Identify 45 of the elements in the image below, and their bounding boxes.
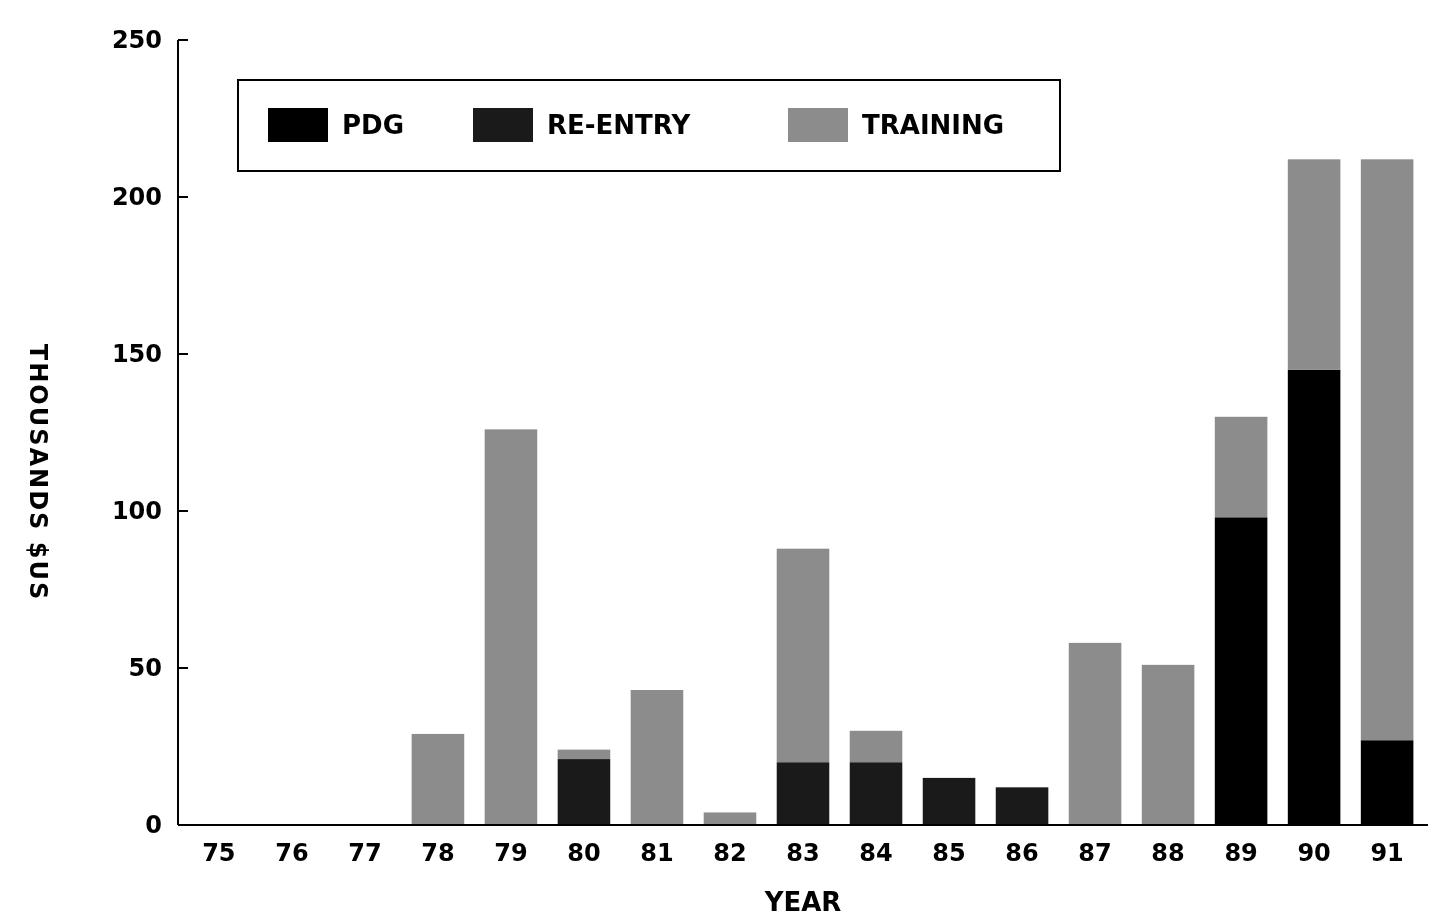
bar — [557, 749, 611, 760]
x-tick-label: 85 — [932, 839, 966, 867]
legend-label: PDG — [342, 110, 404, 140]
bar — [703, 812, 757, 825]
bar — [1068, 642, 1122, 825]
y-axis-title: THOUSANDS $US — [24, 343, 52, 602]
y-tick-label: 50 — [128, 654, 162, 682]
bar — [849, 730, 903, 763]
y-tick-label: 150 — [111, 340, 162, 368]
bar — [484, 429, 538, 825]
x-tick-label: 84 — [859, 839, 893, 867]
y-tick-label: 0 — [145, 811, 162, 839]
x-tick-label: 78 — [421, 839, 455, 867]
bar — [411, 733, 465, 825]
x-tick-label: 77 — [348, 839, 382, 867]
bar — [630, 689, 684, 825]
y-tick-label: 100 — [111, 497, 162, 525]
x-tick-label: 80 — [567, 839, 601, 867]
x-axis-title: YEAR — [763, 887, 842, 917]
x-tick-label: 88 — [1151, 839, 1185, 867]
x-tick-label: 89 — [1224, 839, 1258, 867]
x-tick-label: 90 — [1297, 839, 1331, 867]
x-tick-label: 83 — [786, 839, 820, 867]
bar — [1214, 416, 1268, 518]
y-tick-label: 250 — [111, 26, 162, 54]
legend-label: TRAINING — [862, 110, 1005, 140]
x-tick-label: 86 — [1005, 839, 1039, 867]
bar — [557, 759, 611, 825]
bar — [1141, 664, 1195, 825]
bar — [776, 548, 830, 763]
bar — [922, 777, 976, 825]
legend-label: RE-ENTRY — [547, 110, 692, 140]
y-tick-label: 200 — [111, 183, 162, 211]
bar — [1360, 159, 1414, 741]
bar — [849, 762, 903, 825]
bar — [995, 787, 1049, 825]
x-tick-label: 76 — [275, 839, 309, 867]
bar — [1287, 159, 1341, 370]
x-tick-label: 81 — [640, 839, 674, 867]
bar — [776, 762, 830, 825]
x-tick-label: 87 — [1078, 839, 1112, 867]
x-tick-label: 91 — [1370, 839, 1404, 867]
x-tick-label: 79 — [494, 839, 528, 867]
x-tick-label: 82 — [713, 839, 747, 867]
x-tick-label: 75 — [202, 839, 236, 867]
